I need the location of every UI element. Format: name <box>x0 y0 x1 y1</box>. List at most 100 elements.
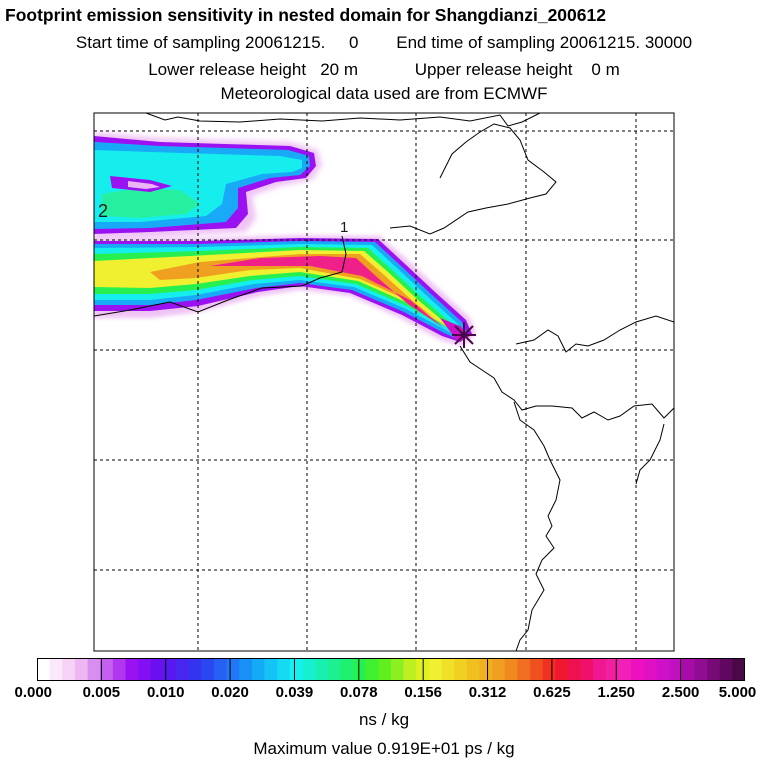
met-data-label: Meteorological data used are from ECMWF <box>220 84 548 103</box>
color-segment <box>226 658 240 681</box>
coastline-liaodong <box>515 315 674 353</box>
color-segment <box>125 658 139 681</box>
plot-title: Footprint emission sensitivity in nested… <box>5 5 606 25</box>
color-segment <box>289 658 303 681</box>
color-segment <box>618 658 632 681</box>
color-segment <box>251 658 265 681</box>
color-segment <box>605 658 619 681</box>
color-segment <box>479 658 493 681</box>
coastline-shandong <box>513 401 561 651</box>
color-segment <box>466 658 480 681</box>
color-scale-tick-label: 0.039 <box>275 684 314 701</box>
coastline-korea-bay <box>635 423 665 485</box>
color-segment <box>49 658 63 681</box>
color-segment <box>391 658 404 681</box>
color-scale-tick-label: 0.010 <box>146 684 185 701</box>
color-segment <box>580 658 594 681</box>
color-scale-tick-label: 2.500 <box>661 684 700 701</box>
color-segment <box>214 658 227 681</box>
color-segment <box>239 658 253 681</box>
color-scale-tick-label: 1.250 <box>597 684 636 701</box>
color-scale-bar <box>37 658 745 681</box>
color-segment <box>428 658 442 681</box>
color-segment <box>277 658 291 681</box>
color-segment <box>707 658 721 681</box>
color-segment <box>454 658 468 681</box>
color-segment <box>441 658 455 681</box>
color-scale-tick-label: 0.156 <box>404 684 442 701</box>
end-time-label: End time of sampling 20061215. 30000 <box>396 33 693 52</box>
color-segment <box>669 658 683 681</box>
color-segment <box>593 658 607 681</box>
color-scale-tick-label: 0.005 <box>82 684 121 701</box>
color-segment <box>37 658 50 681</box>
release-site-star-icon <box>452 322 476 348</box>
lower-release-label: Lower release height 20 m <box>148 60 359 79</box>
color-segment <box>504 658 518 681</box>
color-segment <box>62 658 76 681</box>
color-segment <box>201 658 215 681</box>
start-time-label: Start time of sampling 20061215. 0 <box>75 33 359 52</box>
color-segment <box>327 658 341 681</box>
color-segment <box>643 658 657 681</box>
color-segment <box>656 658 670 681</box>
color-segment <box>302 658 316 681</box>
color-segment <box>542 658 556 681</box>
color-segment <box>176 658 190 681</box>
color-segment <box>163 658 177 681</box>
upper-release-label: Upper release height 0 m <box>414 60 620 79</box>
color-segment <box>87 658 101 681</box>
color-scale-tick-label: 0.000 <box>14 684 53 701</box>
color-segment <box>138 658 152 681</box>
color-segment <box>264 658 278 681</box>
lower-plume-pink <box>210 256 444 328</box>
maximum-value-label: Maximum value 0.919E+01 ps / kg <box>253 739 515 758</box>
border-northeast <box>389 123 557 235</box>
color-scale-frame <box>37 658 745 681</box>
color-segment <box>694 658 708 681</box>
color-scale-tick-label: 0.312 <box>468 684 507 701</box>
color-segment <box>74 658 88 681</box>
upper-plume <box>94 132 322 240</box>
border-north <box>145 113 541 127</box>
color-segment <box>719 658 733 681</box>
color-segment <box>403 658 417 681</box>
color-segment <box>492 658 506 681</box>
release-heights: Lower release height 20 m Upper release … <box>0 60 768 80</box>
color-segment <box>315 658 329 681</box>
color-scale-tick-label: 0.078 <box>340 684 378 701</box>
color-segment <box>631 658 645 681</box>
color-segment <box>732 658 745 681</box>
color-segment <box>530 658 544 681</box>
map-frame <box>93 112 675 652</box>
color-scale-tick-label: 5.000 <box>718 684 757 701</box>
color-segment <box>568 658 581 681</box>
lower-plume-orange <box>150 254 446 327</box>
contour-label-1: 1 <box>340 219 348 236</box>
color-segment <box>112 658 126 681</box>
color-segment <box>150 658 164 681</box>
color-segment <box>353 658 367 681</box>
color-segment <box>365 658 379 681</box>
contour-label-2: 2 <box>98 201 108 221</box>
upper-plume-core-hole <box>128 181 160 189</box>
lat-lon-grid <box>94 113 674 651</box>
color-scale-tick-label: 0.625 <box>533 684 571 701</box>
lower-plume <box>94 235 476 346</box>
color-segment <box>188 658 202 681</box>
color-segment <box>100 658 114 681</box>
upper-plume-green <box>102 188 200 218</box>
color-segment <box>681 658 695 681</box>
color-scale-tick-label: 0.020 <box>211 684 249 701</box>
sampling-times: Start time of sampling 20061215. 0 End t… <box>0 33 768 53</box>
color-segment <box>378 658 392 681</box>
sensitivity-field <box>94 132 476 348</box>
coastlines <box>94 113 674 651</box>
units-label: ns / kg <box>358 710 410 729</box>
color-segment <box>517 658 531 681</box>
color-segment <box>555 658 569 681</box>
border-inner <box>94 235 347 317</box>
color-segment <box>340 658 354 681</box>
coastline-bohai <box>459 345 674 421</box>
